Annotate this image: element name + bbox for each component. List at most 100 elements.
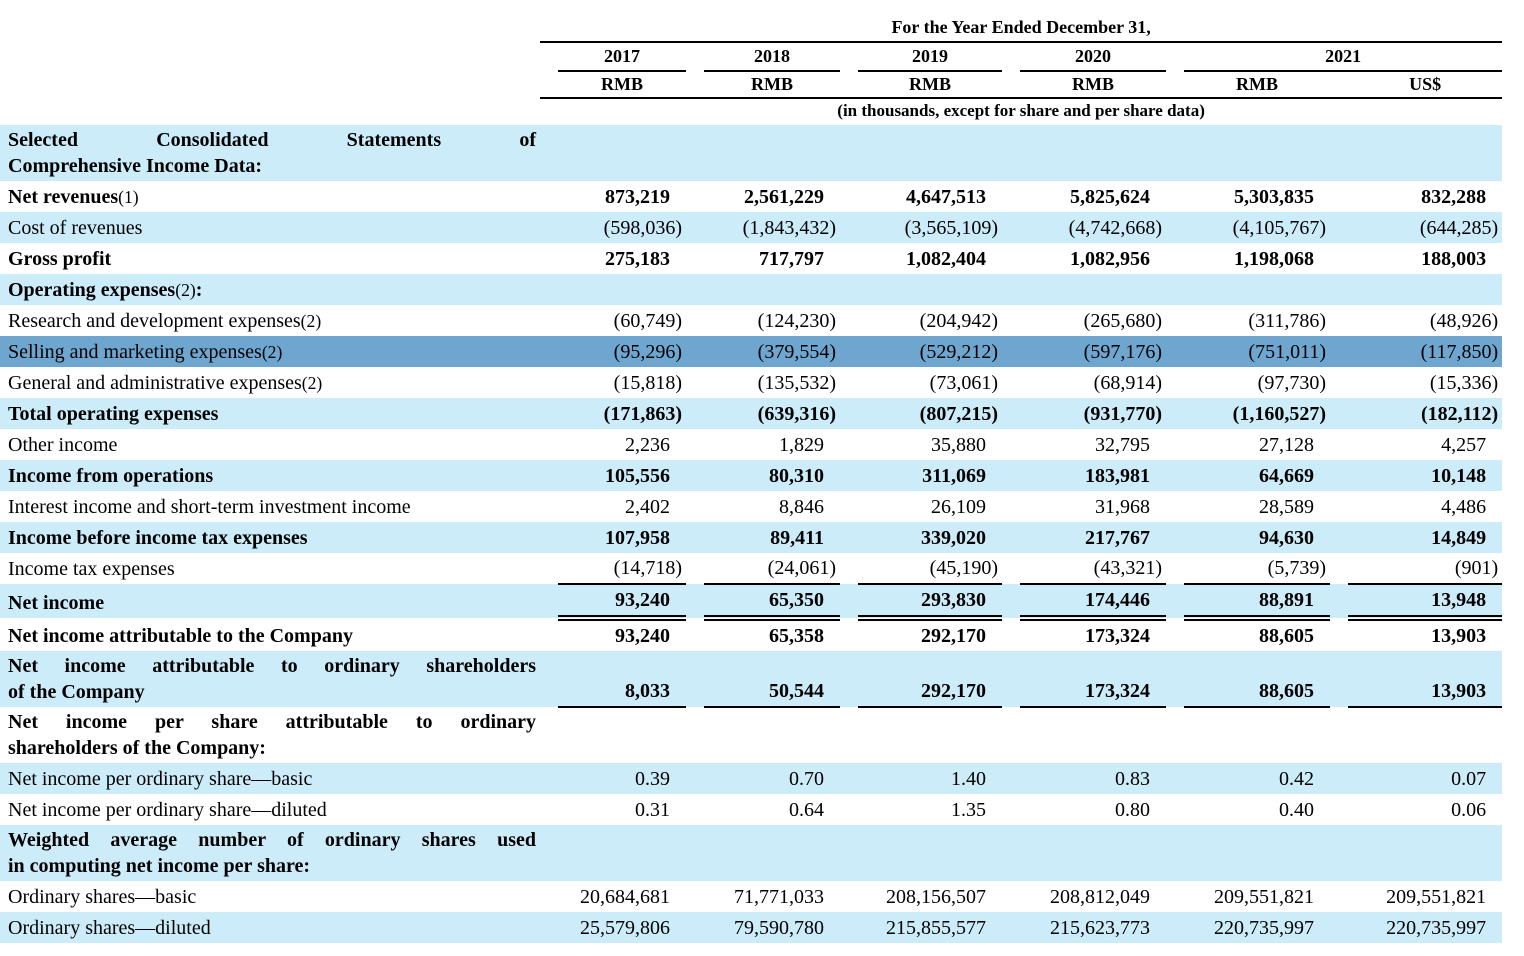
year-column-header: 2018 xyxy=(704,42,840,72)
cell-value: 64,669 xyxy=(1184,460,1330,491)
currency-header: US$ xyxy=(1348,71,1503,99)
cell-value xyxy=(1020,274,1166,305)
units-note-row: (in thousands, except for share and per … xyxy=(0,98,1524,125)
cell-value: 35,880 xyxy=(931,434,986,456)
gap-cell xyxy=(1002,336,1020,367)
gap-cell xyxy=(1330,71,1348,99)
spacer-cell xyxy=(0,71,540,98)
cell-value: 215,855,577 xyxy=(858,912,1002,943)
gap-cell xyxy=(1002,181,1020,212)
cell-value: 183,981 xyxy=(1020,460,1166,491)
gap-cell xyxy=(840,881,858,912)
gap-cell xyxy=(686,825,704,881)
row-label: Ordinary shares—diluted xyxy=(0,912,540,943)
table-row: Interest income and short-term investmen… xyxy=(0,491,1524,522)
gap-cell xyxy=(1330,825,1348,881)
cell-value: (597,176) xyxy=(1020,336,1166,367)
cell-value: 1,829 xyxy=(779,434,824,456)
edge-cell xyxy=(1502,274,1524,305)
gap-cell xyxy=(1002,491,1020,522)
cell-value: 1.40 xyxy=(858,763,1002,794)
cell-value: 292,170 xyxy=(858,651,1002,708)
cell-value: 0.07 xyxy=(1348,763,1503,794)
table-row: Net income per share attributable to ord… xyxy=(0,707,1524,763)
gap-cell xyxy=(1166,429,1184,460)
spacer-cell xyxy=(0,42,540,71)
row-label: Other income xyxy=(8,434,118,456)
gap-cell xyxy=(1330,794,1348,825)
gap-cell xyxy=(840,305,858,336)
gap-cell xyxy=(540,125,558,181)
cell-value: 0.42 xyxy=(1184,763,1330,794)
gap-cell xyxy=(1002,763,1020,794)
gap-cell xyxy=(1166,212,1184,243)
table-row: Net income attributable to the Company 93… xyxy=(0,618,1524,651)
cell-value xyxy=(1184,707,1330,763)
gap-cell xyxy=(1330,763,1348,794)
gap-cell xyxy=(1166,825,1184,881)
row-label: Research and development expenses(2) xyxy=(8,310,322,332)
gap-cell xyxy=(540,763,558,794)
gap-cell xyxy=(540,825,558,881)
edge-cell xyxy=(1502,243,1524,274)
gap-cell xyxy=(840,367,858,398)
gap-cell xyxy=(686,274,704,305)
cell-value xyxy=(704,125,840,181)
cell-value: 107,958 xyxy=(558,522,686,553)
gap-cell xyxy=(1330,336,1348,367)
spacer-cell xyxy=(0,98,540,125)
edge-cell xyxy=(1502,367,1524,398)
cell-value: 10,148 xyxy=(1348,460,1503,491)
gap-cell xyxy=(840,212,858,243)
row-label: Net income xyxy=(0,584,540,618)
cell-value: 5,303,835 xyxy=(1234,186,1314,208)
edge-cell xyxy=(1502,181,1524,212)
period-title: For the Year Ended December 31, xyxy=(540,12,1503,43)
gap-cell xyxy=(1166,274,1184,305)
cell-value: 4,647,513 xyxy=(906,186,986,208)
table-row: Ordinary shares—basic 20,684,681 71,771,03… xyxy=(0,881,1524,912)
table-row: Net income attributable to ordinary shar… xyxy=(0,651,1524,708)
cell-value: 0.64 xyxy=(789,799,824,821)
row-label: Net income per ordinary share—diluted xyxy=(8,799,327,821)
gap-cell xyxy=(686,763,704,794)
gap-cell xyxy=(686,305,704,336)
cell-value: 8,846 xyxy=(779,496,824,518)
row-label: Income before income tax expenses xyxy=(0,522,540,553)
cell-value: 28,589 xyxy=(1259,496,1314,518)
gap-cell xyxy=(840,460,858,491)
cell-value: 26,109 xyxy=(931,496,986,518)
edge-cell xyxy=(1502,584,1524,618)
gap-cell xyxy=(1166,912,1184,943)
gap-cell xyxy=(1166,305,1184,336)
cell-value xyxy=(1020,125,1166,181)
currency-header: RMB xyxy=(558,71,686,99)
gap-cell xyxy=(686,618,704,651)
cell-value: (135,532) xyxy=(757,372,836,394)
gap-cell xyxy=(686,336,704,367)
edge-cell xyxy=(1502,305,1524,336)
gap-cell xyxy=(540,336,558,367)
edge-cell xyxy=(1502,707,1524,763)
cell-value: 65,350 xyxy=(704,584,840,621)
cell-value: 0.40 xyxy=(1279,799,1314,821)
gap-cell xyxy=(1166,881,1184,912)
gap-cell xyxy=(840,336,858,367)
gap-cell xyxy=(540,42,558,71)
edge-cell xyxy=(1502,42,1524,71)
cell-value: 88,605 xyxy=(1259,625,1314,647)
cell-value xyxy=(558,707,686,763)
gap-cell xyxy=(686,398,704,429)
cell-value: (117,850) xyxy=(1348,336,1503,367)
gap-cell xyxy=(840,491,858,522)
edge-cell xyxy=(1502,212,1524,243)
cell-value: 93,240 xyxy=(615,625,670,647)
gap-cell xyxy=(1166,125,1184,181)
cell-value: 65,358 xyxy=(769,625,824,647)
gap-cell xyxy=(540,243,558,274)
gap-cell xyxy=(1330,707,1348,763)
cell-value: 79,590,780 xyxy=(704,912,840,943)
cell-value: 292,170 xyxy=(921,625,986,647)
cell-value xyxy=(1020,707,1166,763)
gap-cell xyxy=(1330,651,1348,707)
